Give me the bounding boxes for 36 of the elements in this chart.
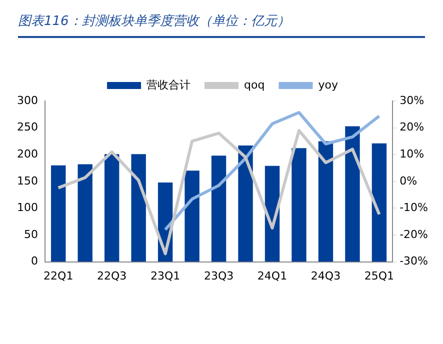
bar <box>211 156 226 262</box>
legend-label: qoq <box>244 78 265 92</box>
bar <box>104 154 120 262</box>
y2-tick-label: 0% <box>400 174 418 188</box>
legend-label: 营收合计 <box>146 78 191 92</box>
x-tick-label: 25Q1 <box>364 269 394 282</box>
bar <box>131 154 146 262</box>
y2-tick-label: -30% <box>400 254 428 268</box>
y2-tick-label: -20% <box>400 228 428 241</box>
x-tick-label: 24Q3 <box>310 269 341 282</box>
y-tick-label: 150 <box>16 174 38 188</box>
bar <box>345 126 360 262</box>
x-tick-label: 23Q3 <box>204 269 234 282</box>
y-tick-label: 100 <box>16 201 38 214</box>
bar <box>318 141 334 262</box>
y2-tick-label: 30% <box>400 94 424 107</box>
legend-label: yoy <box>318 78 338 92</box>
y-tick-label: 250 <box>16 120 38 134</box>
y-tick-label: 300 <box>16 94 38 107</box>
chart-title: 图表116：封测板块单季度营收（单位：亿元） <box>18 12 425 38</box>
bar <box>184 170 200 262</box>
bar <box>238 145 253 262</box>
y2-tick-label: -10% <box>400 201 428 214</box>
y-tick-label: 200 <box>16 147 38 160</box>
x-tick-label: 22Q3 <box>97 269 127 282</box>
y-tick-label: 0 <box>30 254 38 268</box>
x-tick-label: 23Q1 <box>150 269 180 282</box>
x-tick-label: 24Q1 <box>257 269 288 282</box>
bar <box>372 143 387 262</box>
y-tick-label: 50 <box>24 228 38 241</box>
bar <box>51 165 66 262</box>
bar <box>78 164 92 262</box>
y2-tick-label: 10% <box>400 147 424 160</box>
bar <box>292 148 306 262</box>
y2-tick-label: 20% <box>400 120 424 134</box>
x-tick-label: 22Q1 <box>44 269 74 282</box>
